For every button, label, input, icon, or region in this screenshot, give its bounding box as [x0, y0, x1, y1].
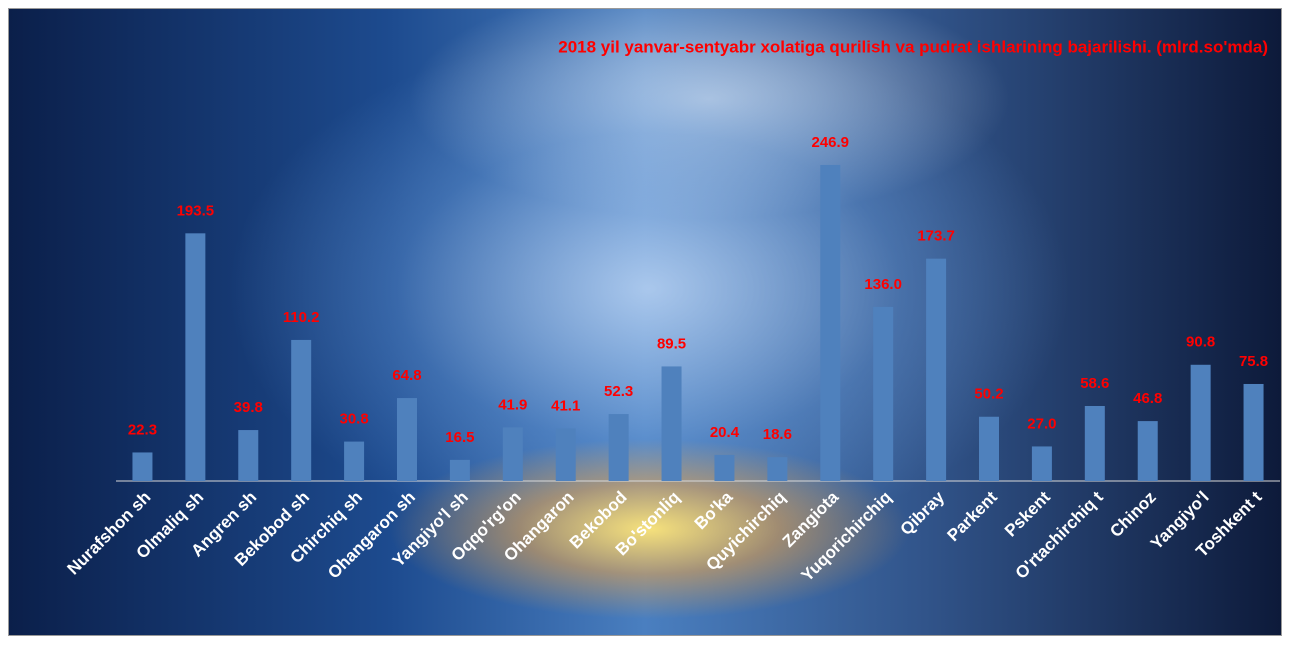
chart-title: 2018 yil yanvar-sentyabr xolatiga qurili… [558, 37, 1268, 56]
data-label: 16.5 [445, 429, 474, 446]
x-tick-label: Chinoz [1106, 488, 1159, 541]
bar [132, 452, 152, 481]
x-tick-label: Qibray [897, 487, 949, 539]
data-label: 39.8 [234, 399, 263, 416]
bar [344, 442, 364, 481]
bar [1085, 406, 1105, 481]
bar [979, 417, 999, 481]
bar [291, 340, 311, 481]
bar [503, 427, 523, 481]
data-label: 46.8 [1133, 390, 1162, 407]
data-label: 90.8 [1186, 334, 1215, 351]
data-label: 246.9 [811, 134, 849, 151]
data-label: 50.2 [974, 386, 1003, 403]
bar [238, 430, 258, 481]
bar [873, 307, 893, 481]
bar [185, 233, 205, 481]
x-tick-label: Bo'ka [691, 487, 737, 533]
x-tick-label: Pskent [1001, 487, 1054, 540]
bar [609, 414, 629, 481]
data-label: 173.7 [917, 228, 955, 245]
data-label: 58.6 [1080, 375, 1109, 392]
bar [1032, 446, 1052, 481]
bar [820, 165, 840, 481]
data-label: 110.2 [283, 309, 320, 326]
bar [556, 428, 576, 481]
data-label: 75.8 [1239, 353, 1268, 370]
data-label: 27.0 [1027, 415, 1056, 432]
x-tick-label: Parkent [943, 487, 1001, 545]
data-label: 89.5 [657, 335, 686, 352]
bar [926, 259, 946, 481]
bar [450, 460, 470, 481]
bar [714, 455, 734, 481]
bar [397, 398, 417, 481]
chart: 2018 yil yanvar-sentyabr xolatiga qurili… [0, 0, 1292, 646]
bar [1244, 384, 1264, 481]
bar [767, 457, 787, 481]
bar [662, 366, 682, 481]
data-label: 52.3 [604, 383, 633, 400]
x-tick-label: Nurafshon sh [64, 488, 155, 579]
data-label: 22.3 [128, 421, 157, 438]
data-label: 41.1 [551, 397, 580, 414]
data-label: 193.5 [177, 202, 215, 219]
data-label: 136.0 [864, 276, 902, 293]
data-label: 64.8 [392, 367, 421, 384]
data-label: 41.9 [498, 396, 527, 413]
data-label: 18.6 [763, 426, 792, 443]
bar [1138, 421, 1158, 481]
bar [1191, 365, 1211, 481]
data-label: 20.4 [710, 424, 740, 441]
x-tick-label: Yuqorichirchiq [798, 488, 896, 586]
data-label: 30.8 [339, 411, 368, 428]
